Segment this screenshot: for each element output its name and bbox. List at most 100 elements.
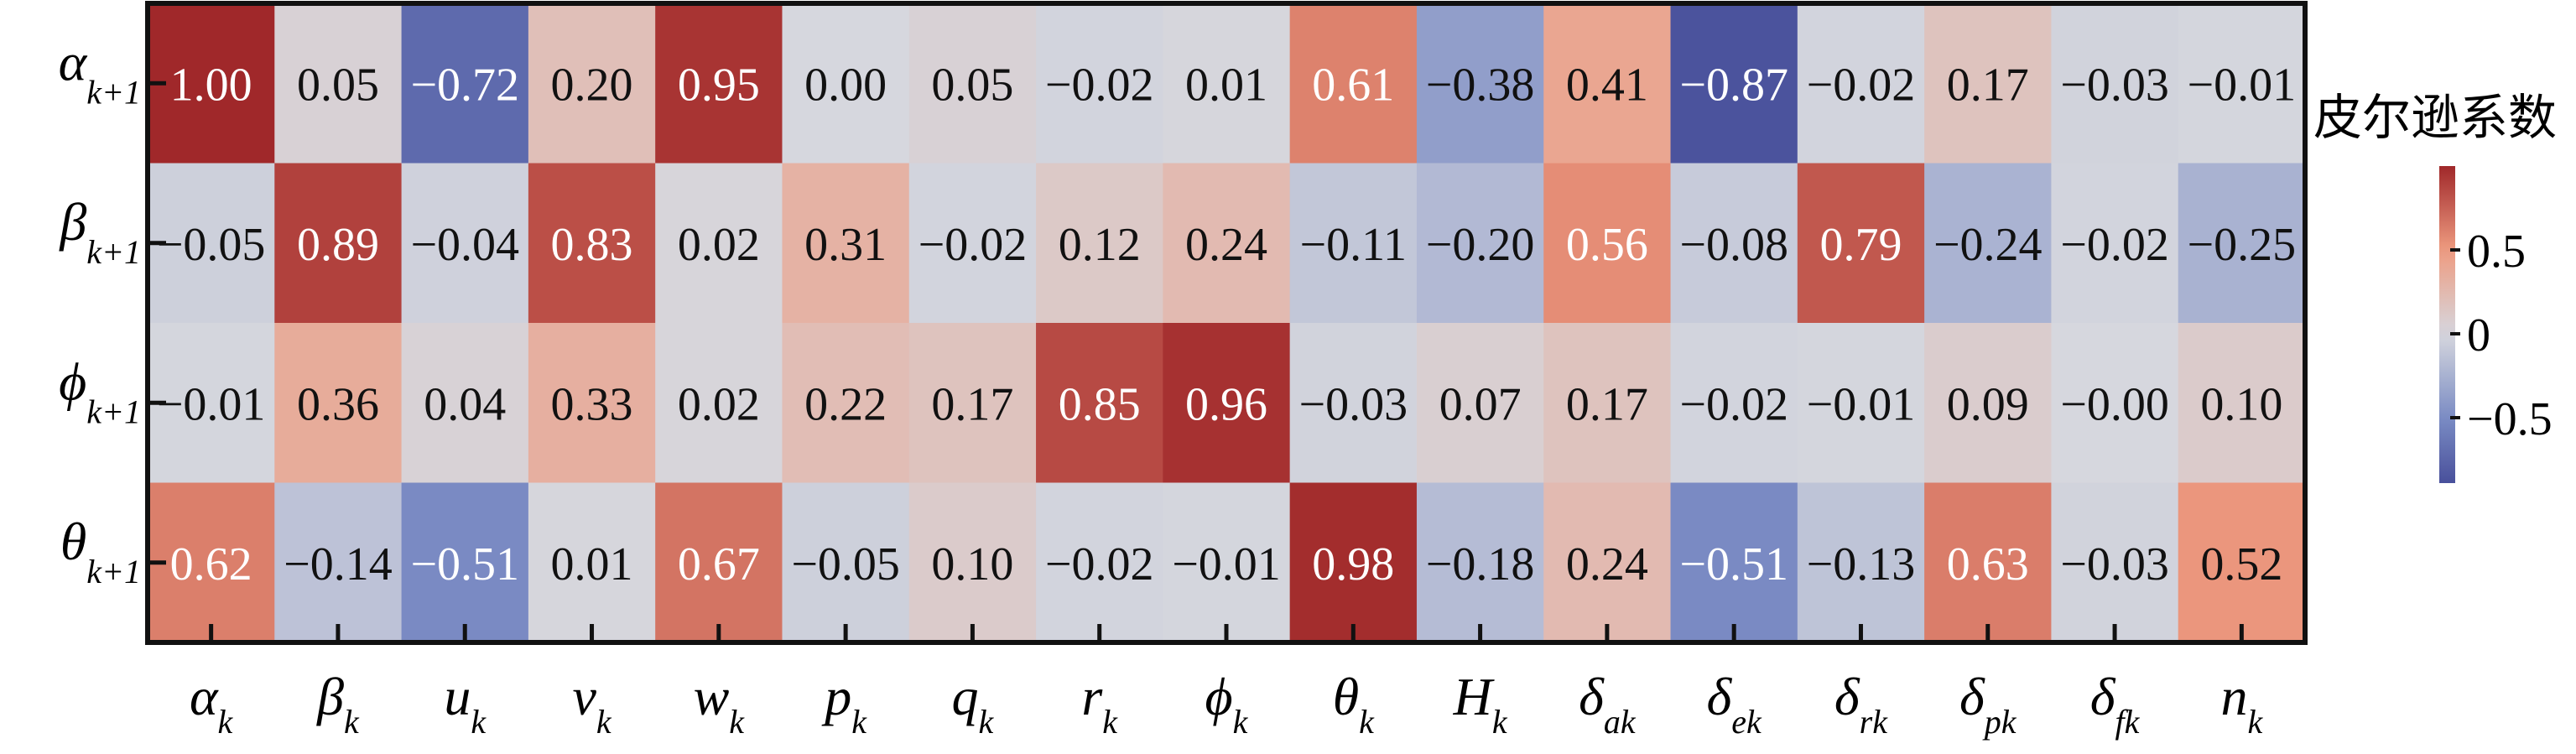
heatmap-cell bbox=[1924, 323, 2052, 483]
heatmap-cell bbox=[1670, 163, 1798, 324]
x-tick-label: uk bbox=[444, 667, 487, 741]
heatmap-cell bbox=[782, 3, 910, 164]
heatmap-cell bbox=[908, 323, 1037, 483]
cell-value-label: 0.22 bbox=[804, 378, 887, 430]
x-tick-label: δpk bbox=[1959, 667, 2017, 741]
cell-value-label: −0.11 bbox=[1300, 219, 1408, 271]
cell-value-label: 0.63 bbox=[1947, 538, 2029, 590]
heatmap-cell bbox=[1924, 163, 2052, 324]
x-tick-label: Hk bbox=[1453, 667, 1508, 741]
heatmap-cell bbox=[148, 163, 275, 324]
x-tick-label: wk bbox=[694, 667, 746, 741]
heatmap-cell bbox=[908, 3, 1037, 164]
heatmap-cell bbox=[1797, 323, 1925, 483]
cell-value-label: −0.02 bbox=[1679, 378, 1788, 430]
heatmap-cell bbox=[2051, 323, 2179, 483]
colorbar-title: 皮尔逊系数 bbox=[2313, 89, 2557, 146]
cell-value-label: −0.24 bbox=[1933, 219, 2043, 271]
heatmap-cell bbox=[2051, 482, 2179, 643]
cell-value-label: −0.02 bbox=[1045, 59, 1154, 111]
cell-value-label: 0.24 bbox=[1185, 219, 1267, 271]
heatmap-cell bbox=[655, 482, 783, 643]
heatmap-cell bbox=[148, 482, 275, 643]
cell-value-label: 0.17 bbox=[931, 378, 1013, 430]
heatmap-cell bbox=[655, 323, 783, 483]
cell-value-label: 0.00 bbox=[804, 59, 887, 111]
cell-value-label: 0.85 bbox=[1059, 378, 1141, 430]
cell-value-label: 0.98 bbox=[1312, 538, 1394, 590]
colorbar-tick-label: −0.5 bbox=[2467, 393, 2553, 445]
cell-value-label: 0.41 bbox=[1566, 59, 1648, 111]
cell-value-label: −0.08 bbox=[1679, 219, 1788, 271]
heatmap-cell bbox=[528, 3, 656, 164]
x-tick-label: βk bbox=[315, 667, 360, 741]
x-tick-label: δrk bbox=[1834, 667, 1888, 741]
heatmap-cell bbox=[782, 323, 910, 483]
heatmap-cell bbox=[1289, 482, 1418, 643]
x-tick-label: θk bbox=[1333, 667, 1375, 741]
heatmap-cell bbox=[2051, 163, 2179, 324]
cell-value-label: 0.24 bbox=[1566, 538, 1648, 590]
y-axis: αk+1 βk+1 ϕk+1 θk+1 bbox=[58, 32, 166, 590]
heatmap-cell bbox=[401, 163, 529, 324]
heatmap-cell bbox=[148, 3, 275, 164]
cell-value-label: 0.67 bbox=[678, 538, 760, 590]
heatmap-cell bbox=[2178, 3, 2306, 164]
cell-value-label: −0.03 bbox=[2060, 59, 2169, 111]
heatmap-cell bbox=[1416, 3, 1544, 164]
heatmap-cell bbox=[1797, 482, 1925, 643]
cell-value-label: 0.05 bbox=[931, 59, 1013, 111]
y-tick-label: αk+1 bbox=[59, 32, 141, 111]
heatmap-cell bbox=[655, 3, 783, 164]
heatmap-cell bbox=[274, 323, 403, 483]
cell-value-label: 0.02 bbox=[678, 219, 760, 271]
x-axis: αk βk uk vk wk pk qk rk ϕk θk Hk δak δek δrk δpk δfk nk bbox=[190, 624, 2263, 741]
heatmap-cell bbox=[1289, 323, 1418, 483]
cell-value-label: 0.36 bbox=[297, 378, 379, 430]
heatmap-cell bbox=[1163, 482, 1291, 643]
x-tick-label: αk bbox=[190, 667, 234, 741]
x-tick-label: rk bbox=[1081, 667, 1118, 741]
cell-value-label: 0.09 bbox=[1947, 378, 2029, 430]
heatmap-cell bbox=[782, 163, 910, 324]
heatmap-cell bbox=[1543, 163, 1672, 324]
cell-value-label: 0.33 bbox=[551, 378, 633, 430]
x-tick-label: ϕk bbox=[1205, 667, 1249, 741]
heatmap-cell bbox=[1543, 323, 1672, 483]
heatmap-cell bbox=[1924, 3, 2052, 164]
heatmap-cell bbox=[1036, 163, 1163, 324]
heatmap-cell bbox=[274, 3, 403, 164]
cell-value-label: 0.04 bbox=[424, 378, 506, 430]
cell-value-label: 0.17 bbox=[1947, 59, 2029, 111]
heatmap-cell bbox=[1416, 323, 1544, 483]
heatmap-cell bbox=[401, 323, 529, 483]
cell-value-label: 0.20 bbox=[551, 59, 633, 111]
heatmap-cell bbox=[401, 3, 529, 164]
cell-value-label: 0.01 bbox=[1185, 59, 1267, 111]
cell-value-label: −0.03 bbox=[2060, 538, 2169, 590]
heatmap-cell bbox=[1036, 323, 1163, 483]
colorbar-gradient bbox=[2439, 166, 2455, 483]
cell-value-label: 0.01 bbox=[551, 538, 633, 590]
heatmap-cell bbox=[528, 163, 656, 324]
cell-value-label: −0.51 bbox=[410, 538, 519, 590]
cell-value-label: 0.52 bbox=[2200, 538, 2282, 590]
heatmap-cell bbox=[1543, 482, 1672, 643]
cell-value-label: 0.10 bbox=[2200, 378, 2282, 430]
heatmap-cell bbox=[1670, 3, 1798, 164]
cell-value-label: 0.61 bbox=[1312, 59, 1394, 111]
cell-value-label: −0.03 bbox=[1298, 378, 1408, 430]
heatmap-cell bbox=[1924, 482, 2052, 643]
heatmap-cell bbox=[528, 323, 656, 483]
heatmap-cell bbox=[274, 482, 403, 643]
cell-value-label: −0.87 bbox=[1679, 59, 1788, 111]
heatmap-cell bbox=[1163, 3, 1291, 164]
cell-value-label: 0.96 bbox=[1185, 378, 1267, 430]
heatmap-cell bbox=[1416, 163, 1544, 324]
cell-value-label: −0.02 bbox=[919, 219, 1028, 271]
heatmap-cell bbox=[1289, 163, 1418, 324]
cell-value-label: 0.12 bbox=[1059, 219, 1141, 271]
cell-value-label: 0.56 bbox=[1566, 219, 1648, 271]
y-tick-label: βk+1 bbox=[58, 192, 141, 271]
